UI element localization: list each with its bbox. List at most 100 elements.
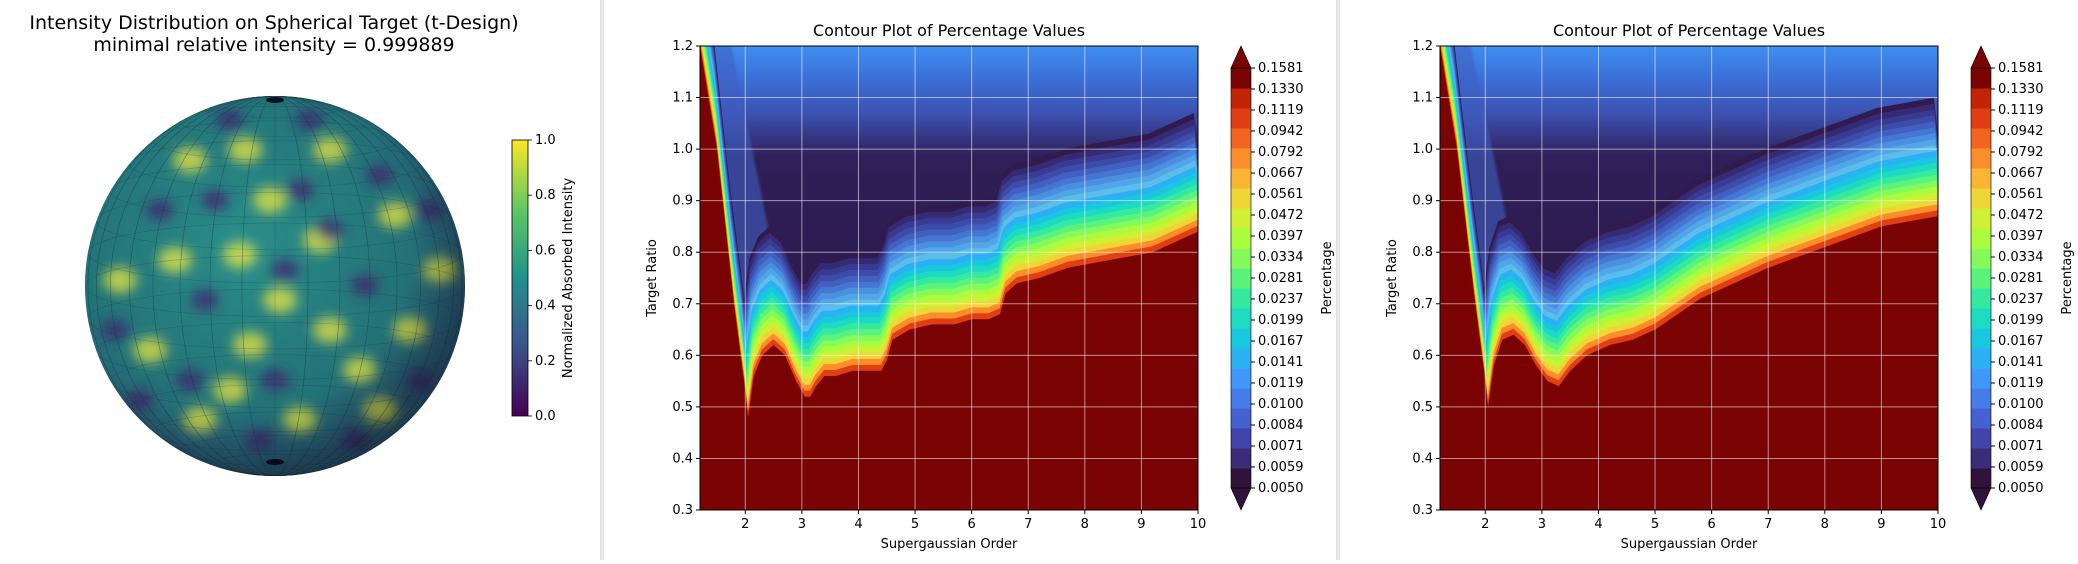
colorbar-segment bbox=[1971, 248, 1991, 269]
y-tick-label: 0.3 bbox=[672, 503, 693, 518]
x-tick-label: 8 bbox=[1821, 517, 1829, 532]
colorbar-segment bbox=[1971, 228, 1991, 249]
colorbar-tick-label: 0.1581 bbox=[1998, 61, 2044, 76]
colorbar-tick-label: 0.0472 bbox=[1258, 208, 1304, 223]
colorbar-segment bbox=[1971, 448, 1991, 469]
colorbar-tick-label: 0.0561 bbox=[1258, 187, 1304, 202]
colorbar-label: Percentage bbox=[2060, 241, 2075, 314]
colorbar-segment bbox=[1231, 168, 1251, 189]
colorbar-tick-label: 0.0119 bbox=[1998, 376, 2044, 391]
y-tick-label: 0.7 bbox=[1412, 297, 1433, 312]
contour-chart-2: Contour Plot of Percentage Values 2 3 4 5 6 7 8… bbox=[1385, 21, 2075, 552]
colorbar-segment bbox=[1231, 408, 1251, 429]
y-tick-label: 1.0 bbox=[1412, 142, 1433, 157]
y-tick-label: 0.4 bbox=[1412, 451, 1433, 466]
contour-panel-1: Contour Plot of Percentage Values 2 3 4 5 6 7 8… bbox=[604, 0, 1336, 560]
colorbar-tick-label: 0.0071 bbox=[1258, 439, 1304, 454]
y-tick-label: 0.4 bbox=[672, 451, 693, 466]
contour-plot-area bbox=[1440, 46, 1938, 510]
colorbar-tick-label: 0.0561 bbox=[1998, 187, 2044, 202]
colorbar-segment bbox=[1971, 348, 1991, 369]
colorbar-segment bbox=[1231, 228, 1251, 249]
colorbar: 0.0050 0.0059 0.0071 0.0084 0.0100 0.0119 0.01… bbox=[1970, 45, 2075, 511]
chart-title: Contour Plot of Percentage Values bbox=[1553, 21, 1825, 40]
colorbar-tick-label: 0.0167 bbox=[1258, 334, 1304, 349]
colorbar-tick-label: 0.0397 bbox=[1258, 229, 1304, 244]
colorbar-segment bbox=[1231, 428, 1251, 449]
y-tick-label: 1.0 bbox=[672, 142, 693, 157]
axis-ticks: 2 3 4 5 6 7 8 9 10 0.3 0.4 0.5 0.6 0.7 0.8 0.9 1.0 1.1 1.2 bbox=[672, 39, 1206, 532]
sphere-colorbar-tick-label: 0.4 bbox=[535, 299, 556, 314]
contour-panel-2: Contour Plot of Percentage Values 2 3 4 5 6 7 8… bbox=[1340, 0, 2078, 560]
x-tick-label: 8 bbox=[1081, 517, 1089, 532]
colorbar-segment bbox=[1971, 308, 1991, 329]
colorbar-extend-min bbox=[1970, 487, 1992, 511]
contour-plot-area bbox=[700, 46, 1198, 510]
x-tick-label: 3 bbox=[798, 517, 806, 532]
y-tick-label: 1.2 bbox=[1412, 39, 1433, 54]
colorbar-tick-label: 0.0059 bbox=[1998, 460, 2044, 475]
y-tick-label: 1.1 bbox=[1412, 91, 1433, 106]
y-tick-label: 1.1 bbox=[672, 91, 693, 106]
colorbar-segment bbox=[1971, 388, 1991, 409]
x-axis-label: Supergaussian Order bbox=[881, 537, 1018, 552]
colorbar-segment bbox=[1971, 88, 1991, 109]
sphere-panel: Intensity Distribution on Spherical Targ… bbox=[0, 0, 600, 560]
colorbar-segment bbox=[1231, 208, 1251, 229]
y-axis-label: Target Ratio bbox=[1385, 239, 1400, 318]
colorbar-tick-label: 0.0084 bbox=[1258, 418, 1304, 433]
y-tick-label: 0.8 bbox=[672, 245, 693, 260]
colorbar-tick-label: 0.0237 bbox=[1998, 292, 2044, 307]
y-tick-label: 0.5 bbox=[672, 400, 693, 415]
x-tick-label: 5 bbox=[911, 517, 919, 532]
colorbar-segment bbox=[1231, 248, 1251, 269]
colorbar-tick-label: 0.1119 bbox=[1258, 103, 1304, 118]
sphere-subtitle: minimal relative intensity = 0.999889 bbox=[93, 34, 455, 56]
colorbar-segment bbox=[1231, 308, 1251, 329]
colorbar-tick-label: 0.0100 bbox=[1258, 397, 1304, 412]
x-tick-label: 6 bbox=[1707, 517, 1715, 532]
y-tick-label: 0.7 bbox=[672, 297, 693, 312]
contour-saturated-region bbox=[700, 46, 1198, 510]
colorbar-segment bbox=[1231, 88, 1251, 109]
colorbar-segment bbox=[1971, 128, 1991, 149]
y-tick-label: 0.6 bbox=[1412, 348, 1433, 363]
sphere-figure: 0.0 0.2 0.4 0.6 0.8 1.0 Normalized Absorbed I… bbox=[85, 96, 576, 476]
colorbar-tick-label: 0.1330 bbox=[1258, 82, 1304, 97]
sphere-colorbar-tick-label: 0.2 bbox=[535, 354, 556, 369]
axis-ticks: 2 3 4 5 6 7 8 9 10 0.3 0.4 0.5 0.6 0.7 0.8 0.9 1.0 1.1 1.2 bbox=[1412, 39, 1946, 532]
colorbar-segment bbox=[1971, 328, 1991, 349]
y-tick-label: 0.3 bbox=[1412, 503, 1433, 518]
colorbar-tick-label: 0.0942 bbox=[1998, 124, 2044, 139]
x-tick-label: 2 bbox=[1481, 517, 1489, 532]
sphere-colorbar-label: Normalized Absorbed Intensity bbox=[561, 178, 576, 379]
sphere-shading bbox=[85, 96, 465, 476]
colorbar-segment bbox=[1231, 148, 1251, 169]
colorbar-segment bbox=[1231, 328, 1251, 349]
x-tick-label: 10 bbox=[1930, 517, 1947, 532]
colorbar-segment bbox=[1971, 468, 1991, 489]
colorbar-extend-max bbox=[1970, 45, 1992, 69]
sphere-colorbar-tick-label: 1.0 bbox=[535, 133, 556, 148]
colorbar-tick-label: 0.0472 bbox=[1998, 208, 2044, 223]
x-tick-label: 5 bbox=[1651, 517, 1659, 532]
colorbar-tick-label: 0.0100 bbox=[1998, 397, 2044, 412]
colorbar-segment bbox=[1971, 368, 1991, 389]
colorbar-tick-label: 0.0141 bbox=[1998, 355, 2044, 370]
y-axis-label: Target Ratio bbox=[645, 239, 660, 318]
x-tick-label: 4 bbox=[854, 517, 862, 532]
x-tick-label: 6 bbox=[967, 517, 975, 532]
colorbar-segment bbox=[1231, 68, 1251, 89]
plot-frame bbox=[1439, 45, 1939, 511]
sphere-colorbar bbox=[511, 139, 529, 417]
panel-divider bbox=[600, 0, 604, 560]
contour-saturated-region bbox=[1440, 46, 1938, 510]
sphere-colorbar-ticks: 0.0 0.2 0.4 0.6 0.8 1.0 bbox=[528, 133, 556, 424]
colorbar-tick-label: 0.0667 bbox=[1258, 166, 1304, 181]
colorbar-segment bbox=[1971, 148, 1991, 169]
colorbar-tick-label: 0.0050 bbox=[1998, 481, 2044, 496]
sphere-colorbar-tick-label: 0.0 bbox=[535, 409, 556, 424]
x-tick-label: 4 bbox=[1594, 517, 1602, 532]
x-tick-label: 3 bbox=[1538, 517, 1546, 532]
colorbar-tick-label: 0.1581 bbox=[1258, 61, 1304, 76]
